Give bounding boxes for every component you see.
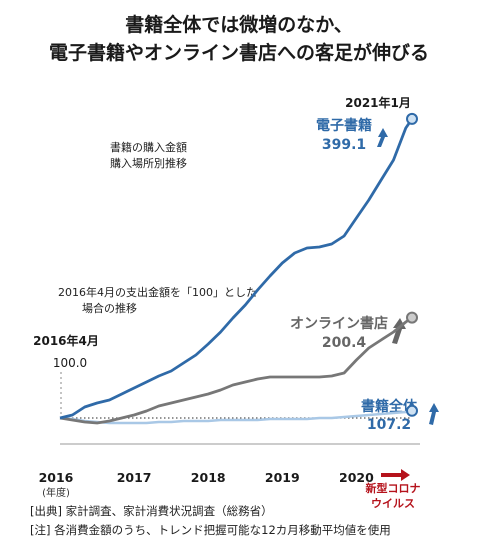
end-marker-online [406, 311, 418, 324]
corona-label-line1: 新型コロナ [366, 481, 421, 495]
x-tick-label: 2020 [339, 470, 374, 485]
end-marker-ebook [406, 112, 418, 125]
series-label-online: オンライン書店 [290, 315, 388, 332]
purchase-note-line1: 書籍の購入金額 [110, 141, 187, 154]
series-line-online [59, 316, 413, 425]
series-value-total: 107.2 [367, 417, 411, 433]
end-marker-total [406, 404, 418, 417]
purchase-note-line2: 購入場所別推移 [110, 157, 187, 170]
source-note: [出典] 家計調査、家計消費状況調査（総務省） [30, 504, 273, 518]
corona-label-line2: ウイルス [371, 497, 415, 510]
series-line-ebook [59, 118, 414, 420]
base-value-label: 100.0 [53, 356, 87, 370]
x-tick-label: 2019 [265, 470, 300, 485]
total-up-arrow-icon [429, 403, 439, 425]
fiscal-year-label: (年度) [42, 486, 70, 499]
corona-arrow-icon [381, 469, 410, 481]
ebook-up-arrow-icon [377, 128, 388, 147]
end-period-label: 2021年1月 [345, 95, 411, 110]
x-tick-label: 2017 [117, 470, 152, 485]
index-note-line1: 2016年4月の支出金額を「100」とした [58, 286, 257, 299]
x-tick-label: 2018 [191, 470, 226, 485]
base-period-label: 2016年4月 [33, 333, 99, 348]
index-note-line2: 場合の推移 [82, 302, 137, 315]
x-tick-label: 2016 [39, 470, 74, 485]
series-label-ebook: 電子書籍 [316, 117, 372, 134]
series-label-total: 書籍全体 [361, 398, 418, 415]
chart-title-line2: 電子書籍やオンライン書店への客足が伸びる [48, 42, 429, 64]
series-line-total [59, 409, 413, 425]
method-note: [注] 各消費金額のうち、トレンド把握可能な12カ月移動平均値を使用 [30, 523, 391, 537]
series-value-ebook: 399.1 [322, 137, 366, 153]
chart-title-line1: 書籍全体では微増のなか、 [125, 14, 353, 36]
series-value-online: 200.4 [322, 335, 367, 351]
